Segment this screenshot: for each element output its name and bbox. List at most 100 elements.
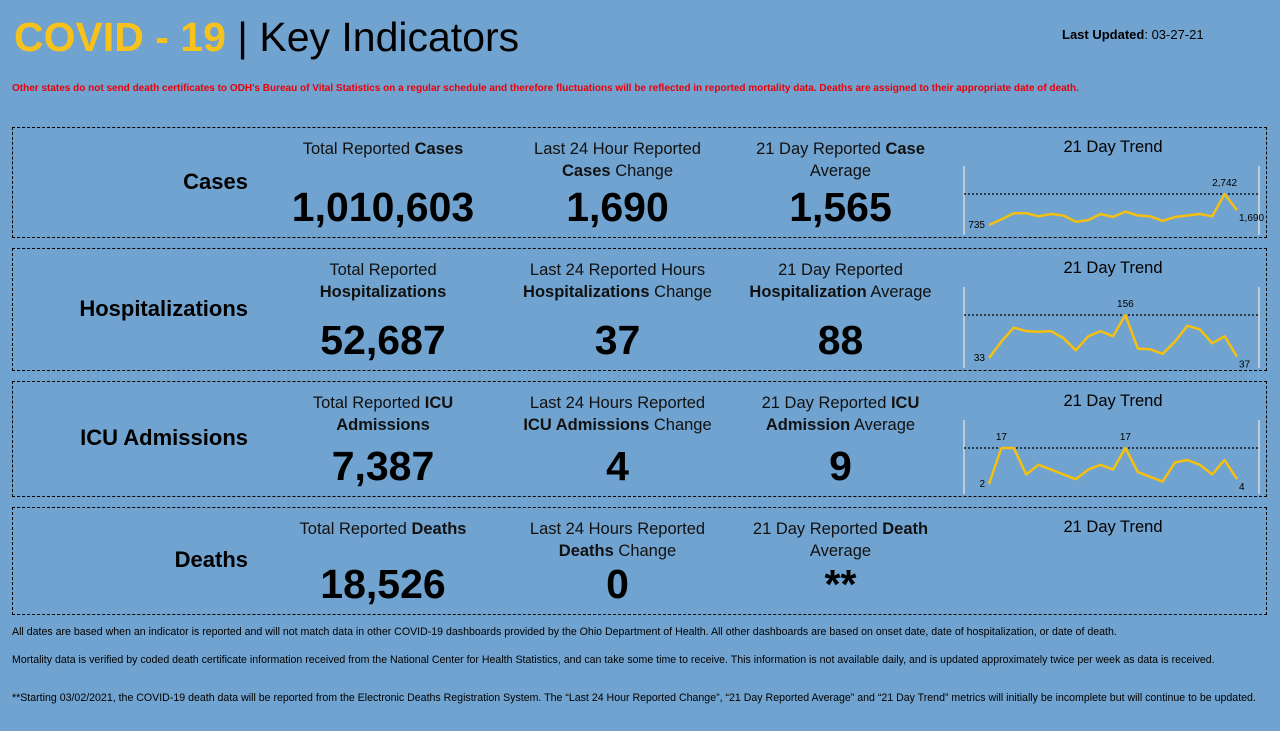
subtitle: Key Indicators [259,14,520,60]
metric-value: 52,687 [320,317,446,363]
panel: Deaths Total Reported Deaths 18,526 Last 24… [12,507,1267,615]
label-part: ICU Admissions [336,394,454,434]
label-part: 21 Day Reported [778,261,903,279]
trend-title: 21 Day Trend [1063,392,1163,410]
metric-label: Total Reported Deaths [288,518,478,540]
metric-value: 9 [829,443,852,489]
label-part: Average [809,162,872,180]
last-updated-label: Last Updated [1062,27,1145,42]
metric-value: 4 [606,443,629,489]
metric-value: 37 [594,317,641,363]
label-part: Total Reported [329,261,437,279]
label-part: Change [613,542,677,560]
trend-label: 4 [1239,482,1245,493]
label-part: Deaths [558,542,614,560]
metric-value: 7,387 [331,443,435,489]
metric-value: 1,690 [566,184,669,230]
panel: Hospitalizations Total Reported Hospitali… [12,248,1267,371]
trend-label: 33 [974,353,986,364]
label-part: ICU Admission [765,394,920,434]
label-part: Total Reported [312,394,425,412]
sparkline: 33 156 37 [963,287,1260,368]
label-part: Change [649,283,712,301]
metric-label: Total Reported Hospitalizations [288,259,478,303]
row-title: Deaths [174,547,248,572]
notice: Other states do not send death certifica… [12,83,1079,94]
footnote: All dates are based when an indicator is… [12,626,1117,638]
metric-value: 1,565 [789,184,892,230]
row-title: Cases [183,168,248,194]
last-updated: Last Updated: 03-27-21 [1062,27,1204,42]
separator: | [237,14,248,60]
label-part: ICU Admissions [523,416,650,434]
metric-label: 21 Day Reported Death Average [738,518,943,562]
label-part: Hospitalizations [319,283,447,301]
trend-label: 17 [996,432,1008,443]
trend-label: 2 [979,479,985,490]
row-title: ICU Admissions [80,425,248,450]
label-part: Death [882,520,929,538]
trend-label: 2,742 [1212,178,1237,189]
metric-value: ** [824,561,857,607]
label-part: 21 Day Reported [756,140,886,158]
metric: 21 Day Reported Hospitalization Average 8… [738,259,943,370]
label-part: Average [809,542,872,560]
trend-label: 1,690 [1239,213,1264,224]
panel: Cases Total Reported Cases 1,010,603 Last 2… [12,127,1267,238]
metric-label: 21 Day Reported ICU Admission Average [738,392,943,436]
trend-line [987,446,1239,485]
metric-label: Last 24 Hours Reported Deaths Change [515,518,720,562]
metric-label: Last 24 Hour Reported Cases Change [515,138,720,182]
metric-value: 1,010,603 [291,184,475,230]
last-updated-date: : 03-27-21 [1144,27,1204,42]
trend-line [988,192,1238,227]
footnote: **Starting 03/02/2021, the COVID-19 deat… [12,692,1256,704]
metric: Last 24 Hours Reported ICU Admissions Ch… [515,392,720,496]
metric: Total Reported Deaths 18,526 [288,518,478,614]
trend-title: 21 Day Trend [1063,138,1163,156]
label-part: Cases [414,140,464,158]
label-part: Change [649,416,712,434]
metric: Last 24 Hour Reported Cases Change 1,690 [515,138,720,237]
label-part: Change [610,162,673,180]
label-part: Deaths [411,520,467,538]
metric-value: 88 [817,317,864,363]
metric: Last 24 Reported Hours Hospitalizations … [515,259,720,370]
footnote: Mortality data is verified by coded deat… [12,654,1215,666]
trend-label: 17 [1120,432,1132,443]
trend-title: 21 Day Trend [1063,518,1163,536]
label-part: Total Reported [302,140,415,158]
label-part: Average [866,283,932,301]
label-part: Case [885,140,925,158]
label-part: Total Reported [299,520,412,538]
metric-label: Last 24 Reported Hours Hospitalizations … [515,259,720,303]
metric-label: 21 Day Reported Hospitalization Average [738,259,943,303]
metric-label: Last 24 Hours Reported ICU Admissions Ch… [515,392,720,436]
label-part: 21 Day Reported [761,394,891,412]
sparkline: 735 2,742 1,690 [963,166,1264,235]
header-title: COVID - 19 | Key Indicators [14,14,519,61]
trend-label: 156 [1117,299,1134,310]
label-part: Average [850,416,916,434]
metric: Total Reported Cases 1,010,603 [288,138,478,237]
metric-value: 18,526 [320,561,446,607]
label-part: Last 24 Hours Reported [529,394,706,412]
title: COVID - 19 [14,14,226,60]
row-title: Hospitalizations [79,295,248,321]
sparkline: 2 17 17 4 [963,420,1260,494]
label-part: Cases [561,162,611,180]
label-part: Hospitalizations [523,283,650,301]
metric: 21 Day Reported Case Average 1,565 [738,138,943,237]
panel: ICU Admissions Total Reported ICU Admissi… [12,381,1267,497]
metric: 21 Day Reported ICU Admission Average 9 [738,392,943,496]
label-part: Last 24 Hours Reported [529,520,706,538]
metric: Total Reported Hospitalizations 52,687 [288,259,478,370]
trend-label: 735 [968,220,985,231]
metric-label: Total Reported Cases [288,138,478,160]
metric: Last 24 Hours Reported Deaths Change 0 [515,518,720,614]
metric: Total Reported ICU Admissions 7,387 [288,392,478,496]
label-part: Hospitalization [749,283,867,301]
label-part: Last 24 Hour Reported [534,140,701,158]
label-part: 21 Day Reported [752,520,883,538]
